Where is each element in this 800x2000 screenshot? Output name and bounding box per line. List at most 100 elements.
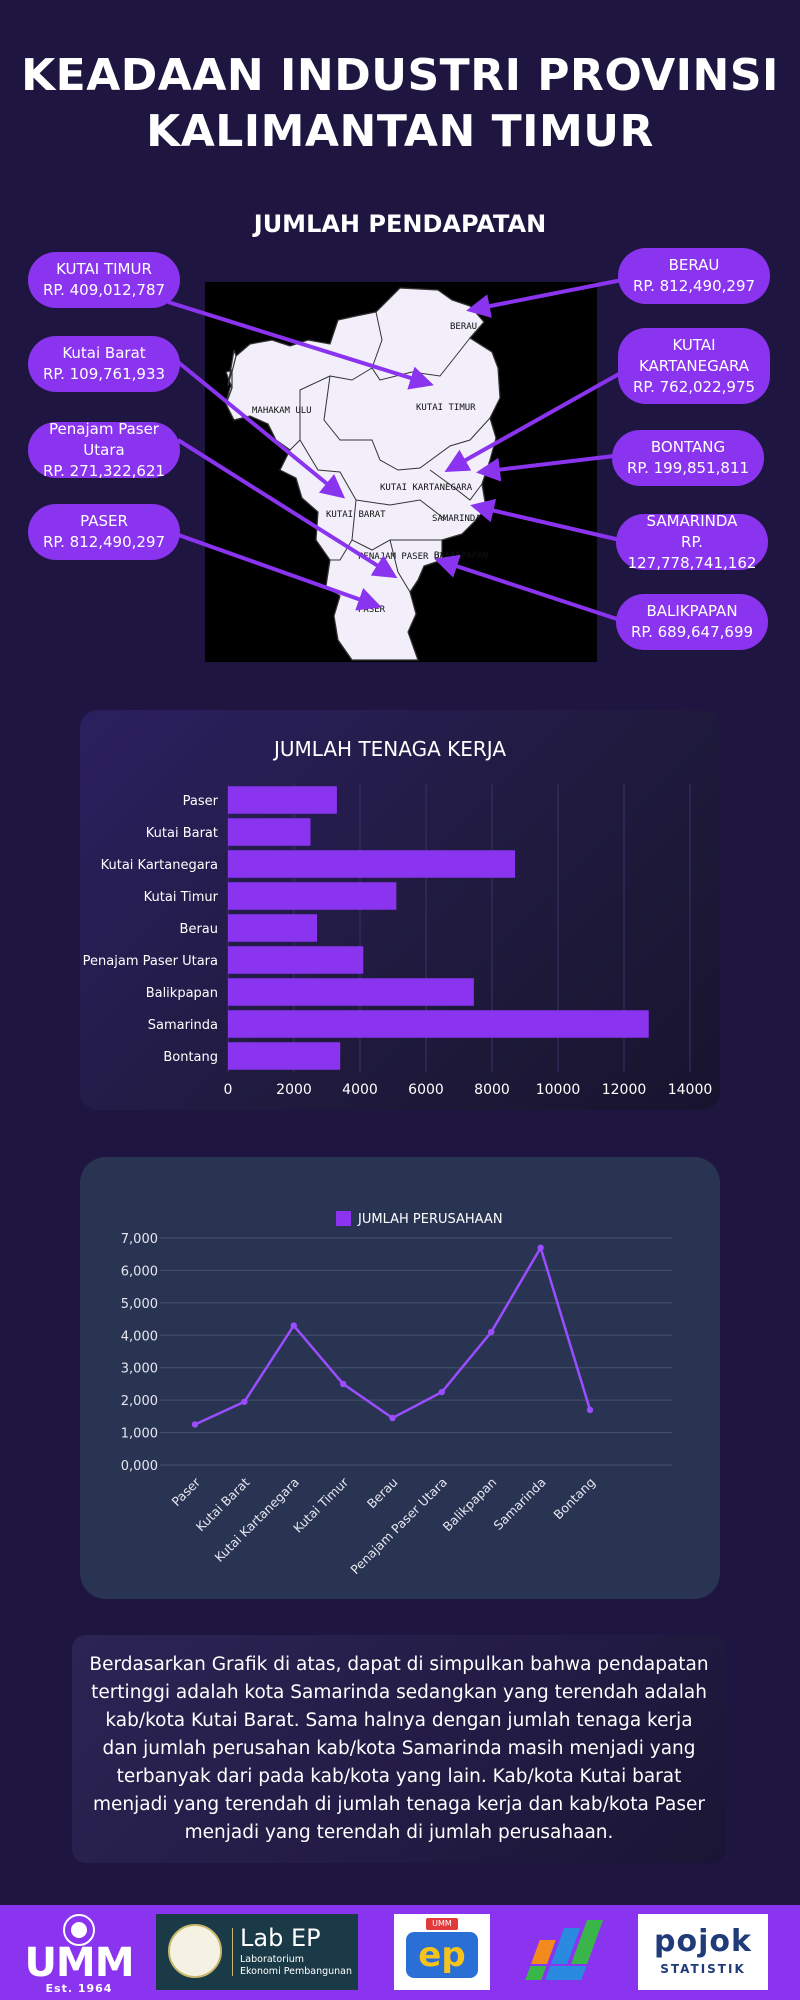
ep-logo-text: ep [406, 1932, 478, 1978]
region-map: BERAU MAHAKAM ULU KUTAI TIMUR KUTAI KART… [167, 278, 627, 662]
line-x-tick-label: Samarinda [490, 1475, 548, 1533]
line-gridlines [160, 1237, 672, 1466]
arrow-kutai-barat [176, 360, 346, 499]
callout-value: RP. 127,778,741,162 [627, 532, 757, 572]
map-title: JUMLAH PENDAPATAN [253, 210, 547, 238]
lab-logo-text: Laboratorium Ekonomi Pembangunan [240, 1954, 352, 1978]
bar-x-tick-label: 14000 [668, 1082, 713, 1098]
umm-emblem [63, 1914, 95, 1946]
callout-name: Penajam Paser Utara [49, 419, 159, 459]
line-x-tick-label: Balikpapan [440, 1475, 500, 1535]
callout-name: KUTAI [672, 335, 716, 354]
line-y-tick-label: 3,000 [121, 1362, 158, 1377]
arrow-berau [466, 278, 623, 318]
callout-name: BONTANG [650, 438, 726, 456]
umm-logo-text: UMM [24, 1940, 134, 1986]
line-y-tick-label: 4,000 [121, 1329, 158, 1344]
map-label-kutai-kartanegara: KUTAI KARTANEGARA [380, 483, 473, 493]
callout-kutai-kartanegara: KUTAI KARTANEGARA RP. 762,022,975 [618, 328, 770, 404]
callout-balikpapan: BALIKPAPAN RP. 689,647,699 [616, 594, 768, 650]
line-x-tick-label: Paser [168, 1474, 203, 1509]
arrow-bontang [476, 454, 615, 482]
bar-kutai-barat [228, 818, 311, 846]
line-legend: JUMLAH PERUSAHAAN [336, 1211, 503, 1227]
bar-x-tick-label: 4000 [342, 1082, 378, 1098]
conclusion-text: Berdasarkan Grafik di atas, dapat di sim… [89, 1654, 709, 1843]
bar-penajam-paser-utara [228, 946, 364, 974]
conclusion-panel [72, 1635, 726, 1863]
bar-samarinda [228, 1010, 649, 1038]
umm-logo-icon: UMM Est. 1964 [24, 1912, 135, 1995]
bar-chart-title: JUMLAH TENAGA KERJA [272, 737, 506, 761]
arrow-samarinda [470, 498, 621, 542]
map-label-kutai-barat: KUTAI BARAT [326, 510, 386, 520]
bar-berau [228, 914, 318, 942]
line-y-tick-label: 1,000 [121, 1427, 158, 1442]
line-point [537, 1244, 544, 1251]
bar-x-tick-label: 0 [224, 1082, 233, 1098]
bar-category-label: Kutai Timur [144, 890, 219, 905]
bar-kutai-kartanegara [228, 850, 516, 878]
bar-x-tick-label: 8000 [474, 1082, 510, 1098]
ep-umm-tag: UMM [426, 1918, 458, 1930]
line-point [339, 1380, 347, 1388]
bar-category-labels: Paser Kutai Barat Kutai Kartanegara Kutai T… [83, 794, 219, 1065]
callout-value: RP. 812,490,297 [42, 533, 166, 551]
line-point [290, 1322, 297, 1329]
legend-swatch [336, 1211, 351, 1226]
line-y-tick-label: 7,000 [121, 1232, 158, 1247]
callout-kutai-timur: KUTAI TIMUR RP. 409,012,787 [28, 252, 180, 308]
line-y-tick-label: 2,000 [121, 1394, 158, 1409]
callout-name: PASER [80, 512, 128, 530]
line-x-tick-label: Bontang [550, 1475, 598, 1523]
pojok-sub-text: STATISTIK [660, 1962, 746, 1976]
line-points [191, 1244, 594, 1428]
callout-value: RP. 409,012,787 [42, 281, 166, 299]
bar-x-tick-label: 12000 [602, 1082, 647, 1098]
line-point [191, 1421, 199, 1428]
callout-name-2: KARTANEGARA [638, 356, 750, 375]
map-label-mahakam-ulu: MAHAKAM ULU [252, 406, 312, 416]
arrow-balikpapan [434, 554, 621, 622]
callout-name: KUTAI TIMUR [56, 260, 152, 278]
callout-berau: BERAU RP. 812,490,297 [618, 248, 770, 304]
arrow-paser [169, 530, 382, 611]
callout-name: BALIKPAPAN [646, 602, 738, 620]
bar-paser [228, 786, 337, 814]
callout-bontang: BONTANG RP. 199,851,811 [612, 430, 764, 486]
lab-logo-mark: Lab EP [240, 1924, 321, 1952]
line-y-tick-labels: 0,000 1,000 2,000 3,000 4,000 5,000 6,000 7,000 [121, 1232, 158, 1474]
callout-paser: PASER RP. 812,490,297 [28, 504, 180, 560]
bar-category-label: Paser [183, 794, 219, 809]
line-point [488, 1328, 495, 1336]
page-title: KEADAAN INDUSTRI PROVINSI KALIMANTAN TIM… [0, 48, 800, 160]
lab-seal [168, 1924, 222, 1978]
map-label-kutai-timur: KUTAI TIMUR [416, 403, 476, 413]
bar-bontang [228, 1042, 341, 1070]
bar-series [228, 786, 649, 1070]
arrow-penajam [176, 438, 398, 579]
lab-logo-icon: Lab EP Laboratorium Ekonomi Pembangunan [156, 1914, 358, 1990]
bar-category-label: Balikpapan [146, 986, 218, 1001]
map-label-penajam: PENAJAM PASER UTARA [358, 552, 462, 562]
lab-separator [232, 1928, 233, 1976]
arrow-kutai-timur [167, 300, 434, 390]
callout-value: RP. 762,022,975 [632, 377, 756, 396]
bar-category-label: Kutai Barat [146, 826, 218, 841]
line-point [438, 1388, 446, 1396]
ep-logo-icon: UMM ep [394, 1914, 490, 1990]
bar-kutai-timur [228, 882, 397, 910]
bar-x-tick-label: 2000 [276, 1082, 312, 1098]
map-label-balikpapan: BALIKPAPAN [434, 551, 488, 561]
callout-name: SAMARINDA [646, 511, 738, 530]
line-series [194, 1244, 592, 1426]
line-point [389, 1414, 396, 1422]
bar-tick-labels: 0 2000 4000 6000 8000 10000 12000 14000 [224, 1082, 713, 1098]
lab-name: Laboratorium [240, 1954, 305, 1965]
bar-category-label: Bontang [163, 1050, 218, 1065]
title-line-1: KEADAAN INDUSTRI PROVINSI [21, 50, 779, 101]
callout-value: RP. 199,851,811 [626, 459, 750, 477]
bar-category-label: Kutai Kartanegara [101, 858, 218, 873]
